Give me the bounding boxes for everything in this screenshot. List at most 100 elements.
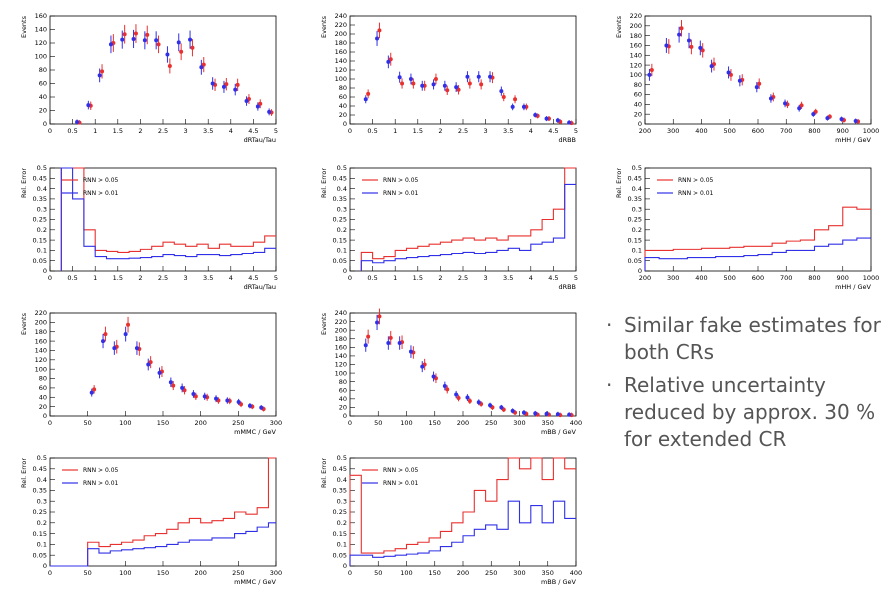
data-point xyxy=(456,395,461,400)
data-point xyxy=(103,332,108,337)
y-tick-label: 0.5 xyxy=(337,164,347,172)
y-axis-label: Rel. Error xyxy=(320,168,328,198)
data-point xyxy=(120,37,125,42)
x-tick-label: 50 xyxy=(84,419,92,427)
data-point xyxy=(188,37,193,42)
data-point xyxy=(825,116,830,121)
x-tick-label: 4.5 xyxy=(248,127,258,135)
x-tick-label: 0 xyxy=(348,127,352,135)
data-point xyxy=(97,73,102,78)
x-tick-label: 900 xyxy=(837,127,849,135)
x-tick-label: 50 xyxy=(84,569,92,577)
data-point xyxy=(133,31,138,36)
y-tick-label: 0.1 xyxy=(37,247,47,255)
y-tick-label: 180 xyxy=(335,39,347,47)
y-tick-label: 0.35 xyxy=(33,487,47,495)
data-point xyxy=(400,81,405,86)
x-tick-label: 100 xyxy=(400,419,412,427)
y-tick-label: 160 xyxy=(35,337,47,345)
x-tick-label: 300 xyxy=(270,419,282,427)
data-point xyxy=(247,403,252,408)
drbb-error-svg: 0 0.5 1 1.5 2 2.5 3 3.5 4 4.5 5 0 0.05 0.1 0.15 0.2 0.25… xyxy=(320,164,578,291)
data-point xyxy=(221,84,226,89)
series-red xyxy=(366,22,574,126)
x-tick-label: 3 xyxy=(484,274,488,282)
x-axis-label: dRBB xyxy=(558,136,576,144)
plot-frame xyxy=(349,15,577,125)
data-point xyxy=(476,400,481,405)
y-tick-label: 140 xyxy=(35,26,47,34)
data-point xyxy=(783,101,788,106)
x-tick-label: 250 xyxy=(232,419,244,427)
data-point xyxy=(100,69,105,74)
y-tick-label: 220 xyxy=(335,318,347,326)
y-tick-label: 0.45 xyxy=(33,175,47,183)
data-point xyxy=(679,26,684,31)
x-tick-label: 0.5 xyxy=(367,127,377,135)
y-tick-label: 120 xyxy=(35,356,47,364)
x-tick-label: 1.5 xyxy=(413,127,423,135)
x-tick-label: 2 xyxy=(438,274,442,282)
data-point xyxy=(123,332,128,337)
x-tick-label: 1 xyxy=(393,127,397,135)
x-tick-label: 0 xyxy=(348,569,352,577)
x-tick-label: 700 xyxy=(780,274,792,282)
data-point xyxy=(728,72,733,77)
data-point xyxy=(210,81,215,86)
x-tick-label: 200 xyxy=(639,127,651,135)
y-tick-label: 0.35 xyxy=(333,487,347,495)
legend-label: RNN > 0.01 xyxy=(383,190,419,197)
y-tick-label: 0 xyxy=(43,267,47,275)
y-tick-label: 120 xyxy=(35,39,47,47)
data-point xyxy=(797,106,802,111)
data-point xyxy=(555,118,560,123)
x-tick-label: 100 xyxy=(400,569,412,577)
x-tick-label: 2 xyxy=(438,127,442,135)
series-line-red xyxy=(360,167,576,271)
data-point xyxy=(510,104,515,109)
data-point xyxy=(202,394,207,399)
data-point xyxy=(567,412,572,417)
x-tick-label: 300 xyxy=(667,274,679,282)
series-blue xyxy=(647,26,858,124)
x-tick-label: 350 xyxy=(542,419,554,427)
y-tick-label: 0.35 xyxy=(33,195,47,203)
data-point xyxy=(698,45,703,50)
x-tick-label: 3 xyxy=(184,127,188,135)
x-tick-label: 0 xyxy=(48,569,52,577)
data-point xyxy=(375,36,380,41)
y-tick-label: 140 xyxy=(335,352,347,360)
mhh-error-svg: 200 300 400 500 600 700 800 900 1000 0 0.05 0.1 0.15… xyxy=(615,164,879,291)
x-tick-label: 3 xyxy=(184,274,188,282)
data-point xyxy=(445,387,450,392)
y-tick-label: 180 xyxy=(335,335,347,343)
x-tick-label: 4 xyxy=(229,127,233,135)
data-point xyxy=(258,101,263,106)
y-tick-label: 80 xyxy=(339,84,347,92)
data-point xyxy=(363,343,368,348)
y-tick-label: 0.05 xyxy=(333,551,347,559)
legend-label: RNN > 0.05 xyxy=(83,467,119,474)
x-tick-label: 700 xyxy=(780,127,792,135)
x-tick-label: 400 xyxy=(695,274,707,282)
data-point xyxy=(467,398,472,403)
y-tick-label: 0.15 xyxy=(33,530,47,538)
data-point xyxy=(377,314,382,319)
data-point xyxy=(122,32,127,37)
data-point xyxy=(454,392,459,397)
legend-label: RNN > 0.05 xyxy=(83,177,119,184)
series-red xyxy=(649,20,861,124)
data-point xyxy=(236,399,241,404)
y-tick-label: 0.2 xyxy=(37,519,47,527)
data-point xyxy=(499,405,504,410)
y-tick-label: 220 xyxy=(335,21,347,29)
data-point xyxy=(101,339,106,344)
y-tick-label: 20 xyxy=(634,110,642,118)
x-tick-label: 3 xyxy=(484,127,488,135)
x-axis-label: mMMC / GeV xyxy=(234,428,276,436)
data-point xyxy=(677,32,682,37)
bullet-list: · Similar fake estimates for both CRs · … xyxy=(606,312,882,459)
data-point xyxy=(737,78,742,83)
data-point xyxy=(146,362,151,367)
